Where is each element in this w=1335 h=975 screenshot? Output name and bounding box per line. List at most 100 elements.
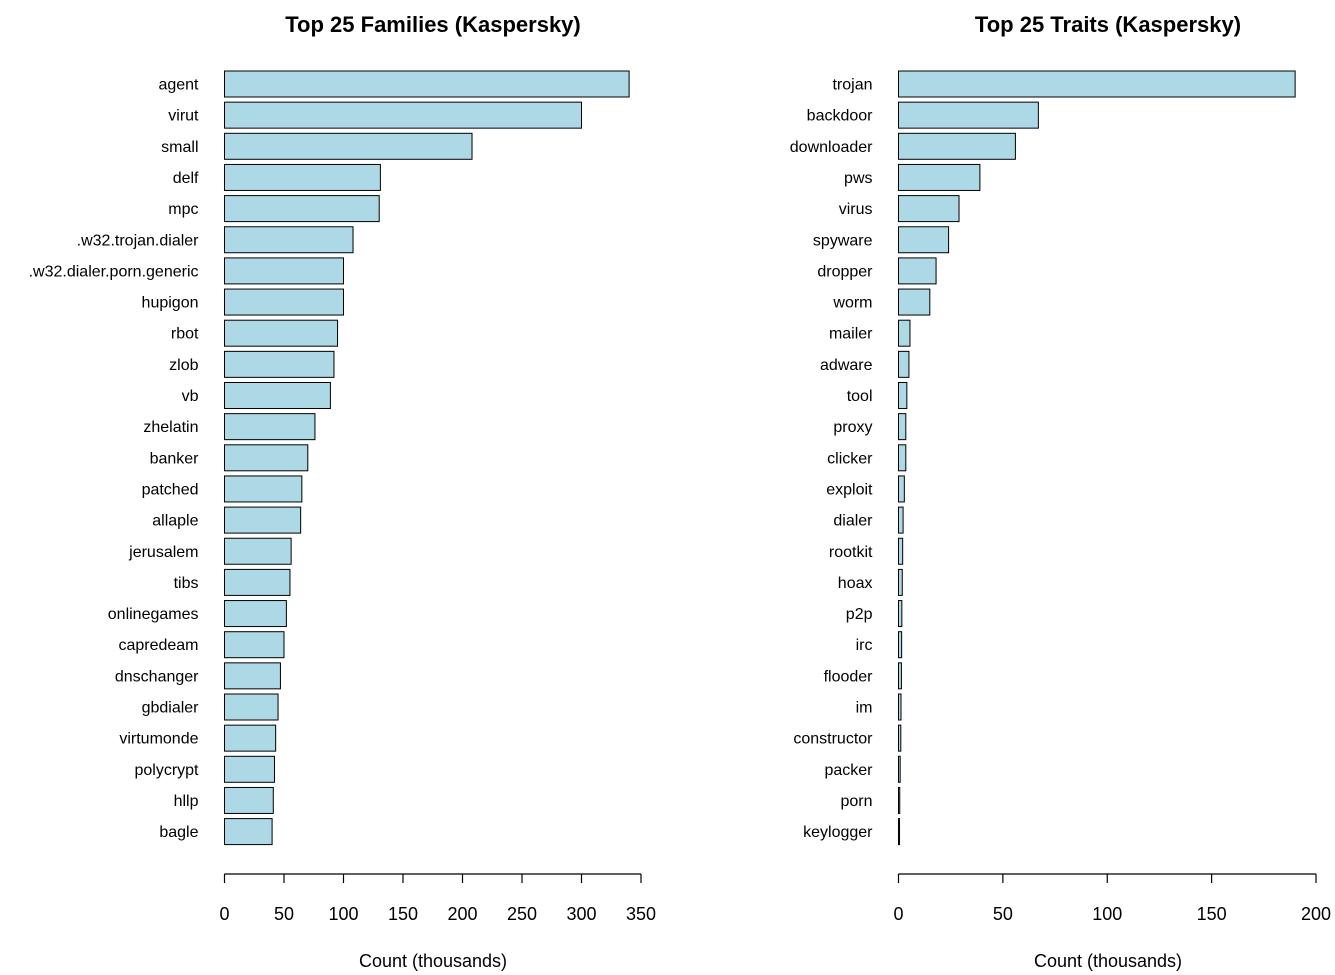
bar-onlinegames <box>224 600 287 628</box>
bar-constructor <box>898 724 902 752</box>
category-label: jerusalem <box>128 544 198 561</box>
category-label: virus <box>839 201 873 218</box>
families-panel: Top 25 Families (Kaspersky) Count (thous… <box>29 12 656 971</box>
bar-patched <box>224 475 303 503</box>
bar-p2p <box>898 600 903 628</box>
bar-dropper <box>898 257 937 285</box>
category-label: tibs <box>174 575 199 592</box>
category-label: polycrypt <box>134 762 199 779</box>
bar-im <box>898 693 902 721</box>
bar-bagle <box>224 818 273 846</box>
bar-proxy <box>898 413 907 441</box>
bar-mpc <box>224 195 380 223</box>
category-label: trojan <box>832 77 872 94</box>
bar-pws <box>898 163 981 191</box>
x-tick-label: 300 <box>566 904 596 924</box>
bar-worm <box>898 288 931 316</box>
x-axis-label: Count (thousands) <box>1034 951 1182 971</box>
bar-rootkit <box>898 537 904 565</box>
category-label: flooder <box>824 668 874 685</box>
bar-allaple <box>224 506 302 534</box>
x-tick-label: 100 <box>1092 904 1122 924</box>
bar-rbot <box>224 319 339 347</box>
bar-small <box>224 132 473 160</box>
x-tick-label: 150 <box>388 904 418 924</box>
bar-trojan <box>898 70 1296 98</box>
category-label: .w32.dialer.porn.generic <box>29 263 199 280</box>
bar-tibs <box>224 568 291 596</box>
category-label: hoax <box>838 575 873 592</box>
category-label: pws <box>844 170 872 187</box>
bar-agent <box>224 70 630 98</box>
bar-gbdialer <box>224 693 279 721</box>
category-label: rootkit <box>829 544 873 561</box>
category-label: downloader <box>790 139 873 156</box>
bar-banker <box>224 444 309 472</box>
x-tick-label: 250 <box>507 904 537 924</box>
category-label: porn <box>840 793 872 810</box>
category-label: virtumonde <box>119 731 198 748</box>
bar-keylogger <box>898 818 901 846</box>
bar-packer <box>898 755 901 783</box>
bar-clicker <box>898 444 907 472</box>
category-label: onlinegames <box>108 606 199 623</box>
category-label: dropper <box>817 263 873 280</box>
bar-dialer <box>898 506 904 534</box>
category-label: banker <box>150 450 200 467</box>
x-tick-label: 350 <box>626 904 656 924</box>
bar-hoax <box>898 568 903 596</box>
bar-w32-dialer-porn-generic <box>224 257 344 285</box>
bar-irc <box>898 631 903 659</box>
bar-delf <box>224 163 381 191</box>
x-tick-label: 50 <box>274 904 294 924</box>
x-axis-label: Count (thousands) <box>359 951 507 971</box>
category-label: capredeam <box>118 637 198 654</box>
x-tick-label: 200 <box>447 904 477 924</box>
x-tick-label: 150 <box>1197 904 1227 924</box>
bar-backdoor <box>898 101 1039 129</box>
bar-capredeam <box>224 631 285 659</box>
category-label: zhelatin <box>143 419 198 436</box>
category-label: agent <box>158 77 199 94</box>
category-label: tool <box>847 388 873 405</box>
x-tick-label: 0 <box>893 904 903 924</box>
chart-title: Top 25 Traits (Kaspersky) <box>975 12 1241 37</box>
chart-title: Top 25 Families (Kaspersky) <box>285 12 581 37</box>
category-label: constructor <box>793 731 873 748</box>
category-label: spyware <box>813 232 873 249</box>
bar-tool <box>898 382 908 409</box>
category-label: delf <box>173 170 199 187</box>
bar-adware <box>898 350 910 378</box>
category-label: adware <box>820 357 873 374</box>
category-label: zlob <box>169 357 198 374</box>
category-label: mpc <box>168 201 198 218</box>
bar-virtumonde <box>224 724 277 752</box>
bar-exploit <box>898 475 905 503</box>
category-label: keylogger <box>803 824 873 841</box>
x-tick-label: 0 <box>219 904 229 924</box>
category-label: hupigon <box>142 295 199 312</box>
bar-virut <box>224 101 582 129</box>
category-label: dialer <box>833 513 873 530</box>
category-label: mailer <box>829 326 873 343</box>
traits-panel: Top 25 Traits (Kaspersky) Count (thousan… <box>790 12 1331 971</box>
bar-vb <box>224 382 331 409</box>
category-label: rbot <box>171 326 199 343</box>
bar-dnschanger <box>224 662 281 690</box>
category-label: .w32.trojan.dialer <box>77 232 200 249</box>
x-tick-label: 50 <box>993 904 1013 924</box>
bar-virus <box>898 195 960 223</box>
category-label: allaple <box>152 513 198 530</box>
category-label: packer <box>824 762 873 779</box>
category-label: proxy <box>833 419 872 436</box>
category-label: bagle <box>159 824 198 841</box>
bar-hupigon <box>224 288 344 316</box>
category-label: hllp <box>174 793 199 810</box>
category-label: gbdialer <box>142 700 200 717</box>
bar-mailer <box>898 319 911 347</box>
x-tick-label: 200 <box>1301 904 1331 924</box>
category-label: p2p <box>846 606 873 623</box>
bar-spyware <box>898 226 950 254</box>
